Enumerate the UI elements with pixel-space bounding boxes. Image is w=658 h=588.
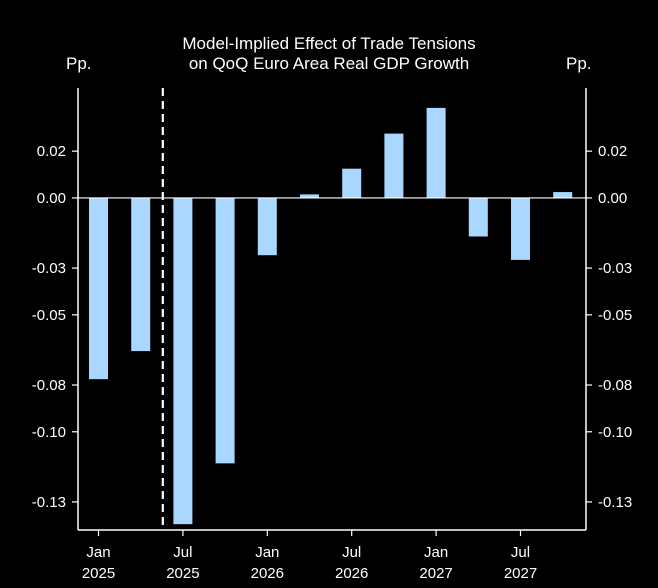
right-axis-unit: Pp. [566,54,592,73]
bar-2025Q1 [89,197,108,380]
left-y-tick-label: 0.02 [37,143,66,160]
x-tick-label-year: 2026 [335,565,368,582]
left-axis-unit: Pp. [66,54,92,73]
bar-2027Q2 [468,197,488,237]
left-y-tick-label: -0.03 [32,260,66,277]
left-y-tick-label: -0.10 [32,424,66,441]
bar-2026Q1 [257,197,277,256]
bar-2026Q4 [384,133,404,198]
bar-2027Q1 [426,107,446,198]
x-tick-label-month: Jul [511,544,530,561]
x-tick-label-month: Jul [173,544,192,561]
x-tick-label-year: 2027 [419,565,452,582]
x-tick-label-month: Jan [255,544,279,561]
x-tick-label-year: 2025 [166,565,199,582]
right-y-tick-label: -0.05 [598,307,632,324]
right-y-tick-label: -0.13 [598,494,632,511]
bar-2026Q3 [342,168,362,198]
x-tick-label-year: 2026 [251,565,284,582]
left-y-tick-label: 0.00 [37,190,66,207]
x-tick-label-year: 2027 [504,565,537,582]
x-tick-label-year: 2025 [82,565,115,582]
bar-2026Q2 [300,194,319,198]
right-y-tick-label: -0.08 [598,377,632,394]
right-y-tick-label: -0.10 [598,424,632,441]
bar-2025Q4 [215,197,235,464]
x-tick-label-month: Jan [424,544,448,561]
left-y-tick-label: -0.08 [32,377,66,394]
x-tick-label-month: Jul [342,544,361,561]
bar-2025Q2 [131,197,151,352]
right-y-tick-label: 0.02 [598,143,627,160]
bar-2027Q4 [553,192,573,198]
right-y-tick-label: -0.03 [598,260,632,277]
chart-title-line1: Model-Implied Effect of Trade Tensions [182,34,476,53]
x-tick-label-month: Jan [86,544,110,561]
chart-title-line2: on QoQ Euro Area Real GDP Growth [188,54,470,73]
right-y-tick-label: 0.00 [598,190,627,207]
bar-2025Q3 [173,197,193,525]
bar-2027Q3 [511,197,530,260]
left-y-tick-label: -0.13 [32,494,66,511]
left-y-tick-label: -0.05 [32,307,66,324]
